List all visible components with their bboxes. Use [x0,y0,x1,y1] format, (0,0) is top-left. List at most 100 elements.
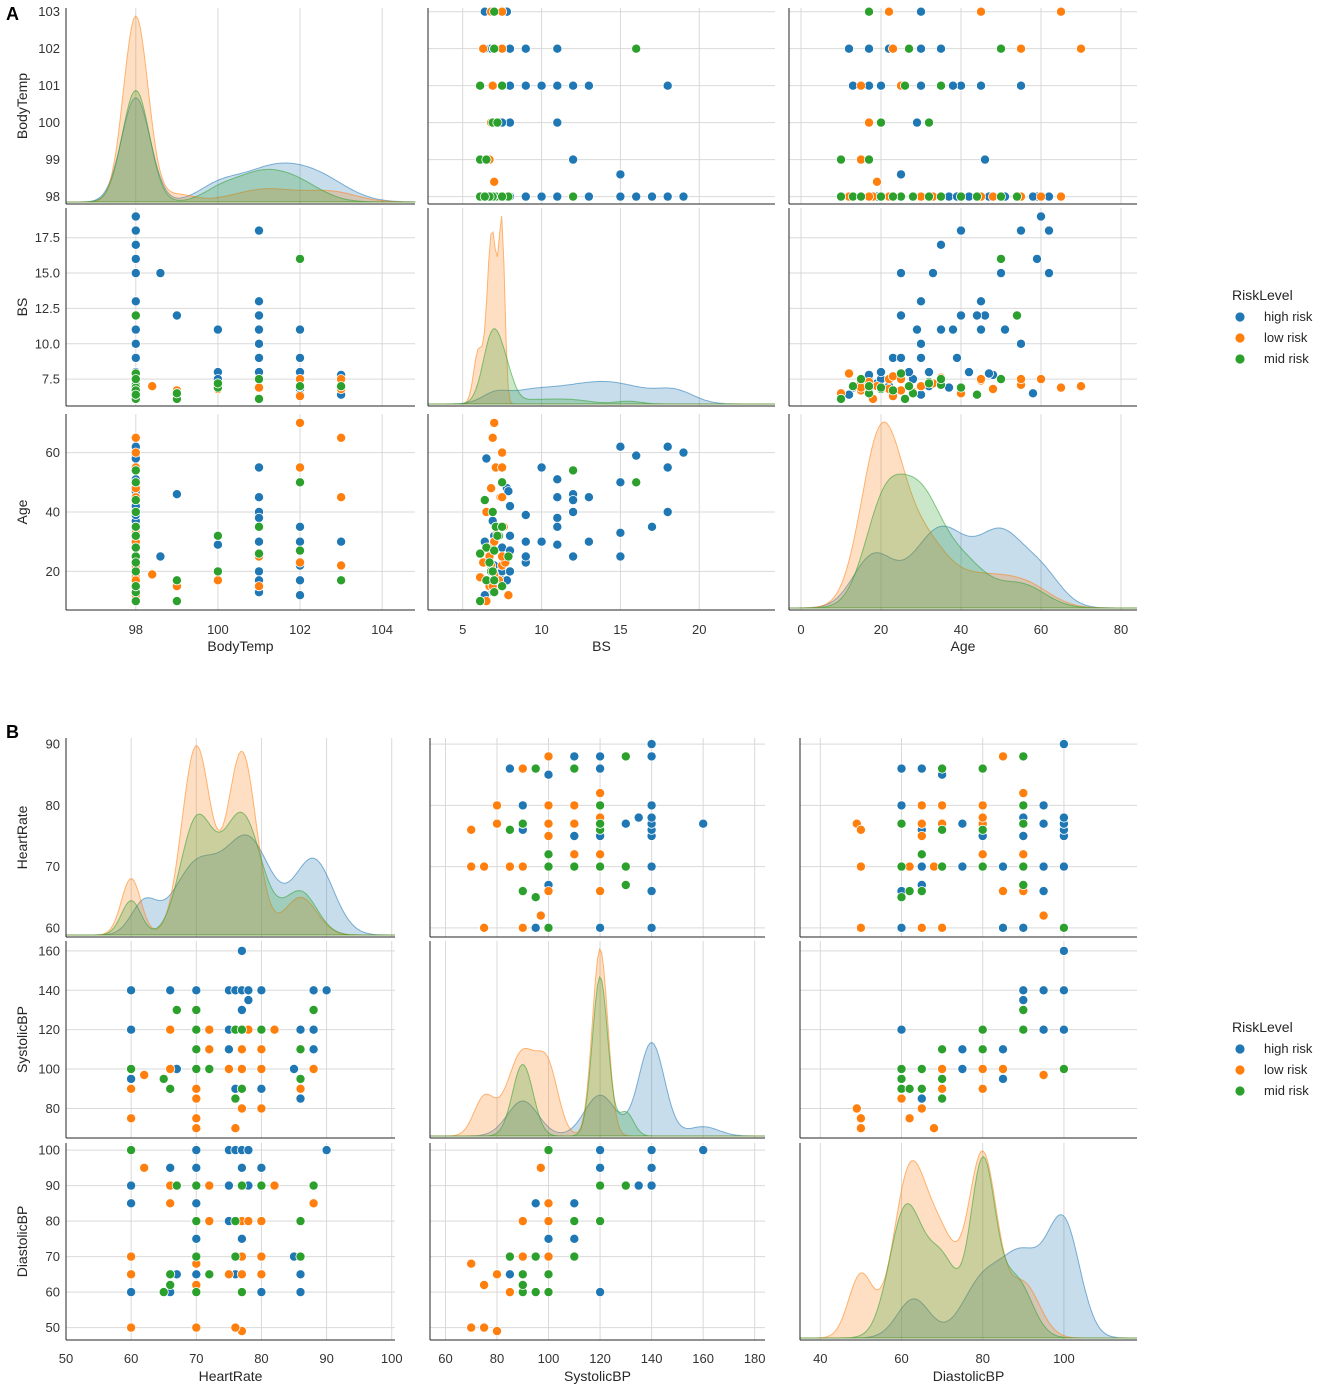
scatter-point-high-risk [308,1044,319,1055]
scatter-point-low-risk [1038,910,1049,921]
scatter-point-high-risk [504,763,515,774]
scatter-point-high-risk [191,1145,202,1156]
scatter-point-mid-risk [836,191,847,202]
x-tick-label: 160 [692,1351,714,1366]
scatter-point-high-risk [1032,253,1043,264]
scatter-point-high-risk [236,1233,247,1244]
scatter-point-high-risk [568,506,579,517]
scatter-point-mid-risk [1018,861,1029,872]
scatter-point-mid-risk [836,393,847,404]
scatter-point-high-risk [130,268,141,279]
scatter-point-high-risk [595,1162,606,1173]
scatter-point-low-risk [504,1287,515,1298]
x-tick-label: 104 [371,622,393,637]
scatter-point-high-risk [646,751,657,762]
scatter-point-low-risk [517,1216,528,1227]
scatter-point-low-risk [595,849,606,860]
scatter-point-high-risk [646,800,657,811]
scatter-point-mid-risk [543,1287,554,1298]
scatter-point-high-risk [294,521,305,532]
scatter-point-mid-risk [937,824,948,835]
scatter-point-high-risk [678,447,689,458]
scatter-point-mid-risk [204,1064,215,1075]
scatter-point-high-risk [936,43,947,54]
scatter-point-mid-risk [130,542,141,553]
scatter-point-low-risk [504,861,515,872]
scatter-point-high-risk [646,1145,657,1156]
scatter-point-high-risk [543,1233,554,1244]
scatter-point-high-risk [530,1198,541,1209]
scatter-point-low-risk [243,1216,254,1227]
scatter-point-high-risk [253,566,264,577]
scatter-point-mid-risk [996,191,1007,202]
scatter-point-low-risk [916,818,927,829]
scatter-point-high-risk [980,154,991,165]
scatter-point-mid-risk [191,1180,202,1191]
scatter-point-high-risk [1038,886,1049,897]
scatter-point-low-risk [256,1044,267,1055]
scatter-point-mid-risk [130,506,141,517]
scatter-point-high-risk [631,191,642,202]
scatter-point-low-risk [543,831,554,842]
legend-label: high risk [1264,1041,1313,1056]
scatter-point-mid-risk [191,1251,202,1262]
scatter-point-mid-risk [1018,800,1029,811]
scatter-point-high-risk [253,310,264,321]
scatter-point-mid-risk [130,374,141,385]
scatter-point-low-risk [489,176,500,187]
scatter-point-high-risk [1058,1024,1069,1035]
scatter-point-mid-risk [230,1216,241,1227]
scatter-point-mid-risk [864,154,875,165]
scatter-point-high-risk [126,1198,137,1209]
x-tick-label: 90 [319,1351,333,1366]
scatter-point-high-risk [984,368,995,379]
scatter-point-mid-risk [487,566,498,577]
scatter-point-low-risk [937,1083,948,1094]
scatter-point-low-risk [497,492,508,503]
points-layer [126,6,1087,1337]
scatter-point-mid-risk [543,849,554,860]
scatter-point-high-risk [336,536,347,547]
scatter-point-mid-risk [308,1005,319,1016]
scatter-point-low-risk [864,117,875,128]
scatter-point-high-risk [896,268,907,279]
scatter-point-high-risk [998,1044,1009,1055]
scatter-point-low-risk [236,1103,247,1114]
scatter-point-mid-risk [896,368,907,379]
x-axis-label: BS [592,638,611,654]
scatter-point-low-risk [165,1024,176,1035]
scatter-point-high-risk [295,1024,306,1035]
scatter-point-high-risk [956,225,967,236]
scatter-point-mid-risk [497,80,508,91]
scatter-point-low-risk [253,382,264,393]
kde-high-risk [66,97,416,203]
scatter-point-high-risk [972,310,983,321]
scatter-point-high-risk [916,296,927,307]
scatter-point-mid-risk [569,861,580,872]
scatter-point-mid-risk [130,477,141,488]
scatter-point-high-risk [517,800,528,811]
scatter-point-high-risk [916,1093,927,1104]
y-tick-label: 60 [46,445,60,460]
scatter-point-mid-risk [517,818,528,829]
scatter-point-mid-risk [956,382,967,393]
scatter-point-high-risk [504,1269,515,1280]
x-tick-label: 102 [289,622,311,637]
scatter-point-low-risk [977,812,988,823]
scatter-point-mid-risk [171,575,182,586]
scatter-point-low-risk [489,417,500,428]
scatter-point-mid-risk [204,1269,215,1280]
y-tick-label: 60 [46,1285,60,1300]
scatter-point-mid-risk [212,566,223,577]
scatter-point-low-risk [1056,191,1067,202]
scatter-point-mid-risk [171,596,182,607]
scatter-point-high-risk [896,169,907,180]
scatter-point-low-risk [1016,43,1027,54]
scatter-point-low-risk [916,922,927,933]
scatter-point-low-risk [191,1123,202,1134]
scatter-point-high-risk [1036,211,1047,222]
scatter-point-mid-risk [864,6,875,17]
scatter-point-low-risk [294,417,305,428]
scatter-point-high-risk [662,441,673,452]
scatter-point-high-risk [952,352,963,363]
